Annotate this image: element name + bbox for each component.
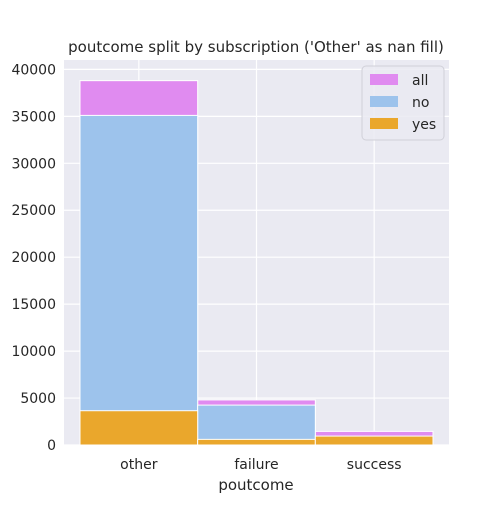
- y-tick-label: 25000: [11, 203, 56, 219]
- bar-yes-failure: [197, 438, 316, 446]
- bar-yes-success: [314, 435, 434, 446]
- legend-label-no: no: [412, 95, 429, 111]
- x-tick-label: failure: [234, 457, 278, 473]
- bars: [79, 80, 434, 446]
- bar-no-other: [79, 114, 199, 446]
- y-tick-label: 20000: [11, 250, 56, 266]
- legend-swatch-all: [370, 74, 398, 85]
- x-tick-label: success: [347, 457, 402, 473]
- y-tick-label: 10000: [11, 344, 56, 360]
- legend-swatch-yes: [370, 118, 398, 129]
- bar-yes-other: [79, 410, 199, 446]
- legend: all no yes: [361, 65, 445, 141]
- chart-title: poutcome split by subscription ('Other' …: [68, 38, 444, 56]
- y-tick-label: 35000: [11, 109, 56, 125]
- x-axis-label: poutcome: [218, 476, 293, 494]
- y-tick-label: 0: [47, 438, 56, 454]
- legend-swatch-no: [370, 96, 398, 107]
- y-tick-label: 15000: [11, 297, 56, 313]
- y-tick-label: 40000: [11, 62, 56, 78]
- y-tick-label: 30000: [11, 156, 56, 172]
- x-tick-label: other: [120, 457, 158, 473]
- legend-label-all: all: [412, 73, 428, 89]
- x-tick-labels: other failure success: [120, 457, 401, 473]
- bar-no-failure: [197, 404, 316, 446]
- y-tick-label: 5000: [20, 391, 56, 407]
- y-tick-labels: 0 5000 10000 15000 20000 25000 30000 35000 40000: [11, 62, 56, 454]
- legend-label-yes: yes: [412, 117, 436, 133]
